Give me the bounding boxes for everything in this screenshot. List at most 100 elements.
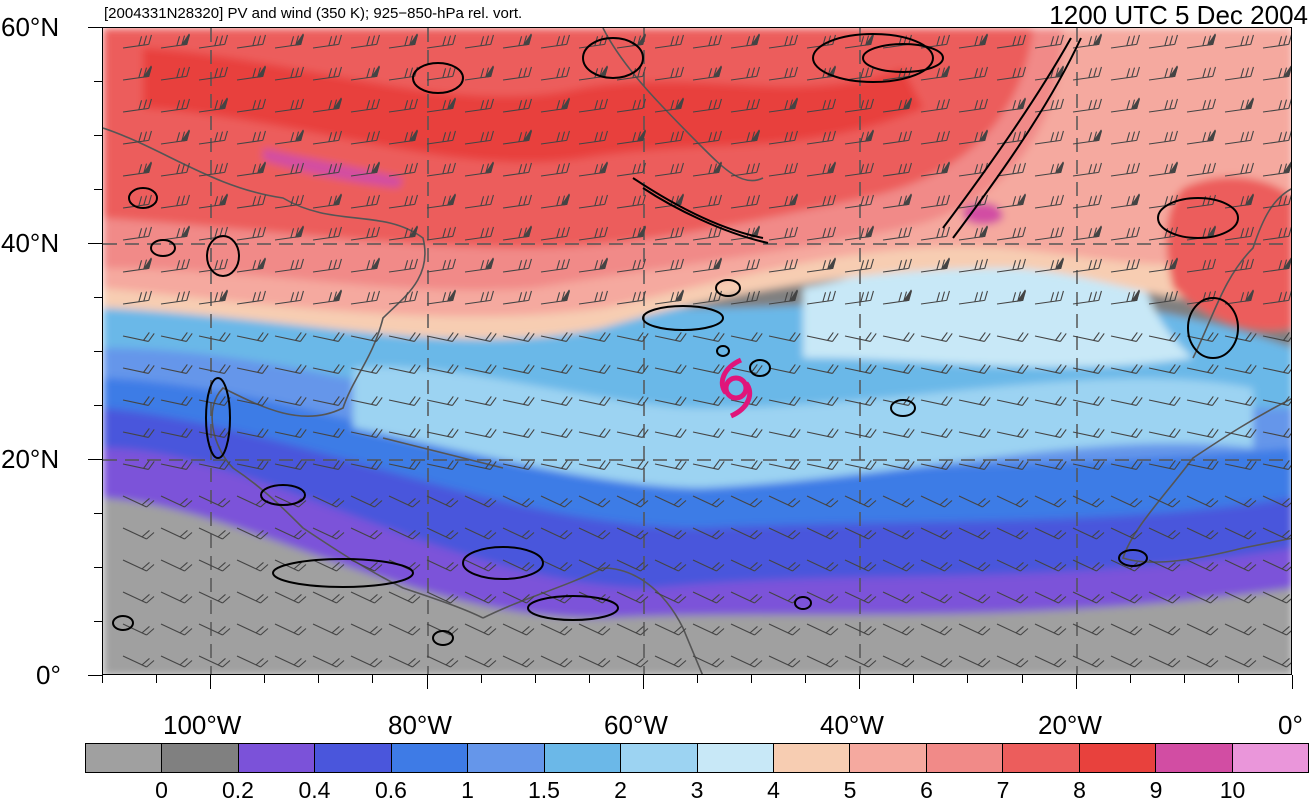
lon-tick-mark xyxy=(1129,675,1131,683)
wind-barb xyxy=(464,194,494,209)
lon-tick-mark xyxy=(318,675,320,683)
wind-barb xyxy=(958,33,988,49)
wind-barb xyxy=(730,332,763,342)
lon-label-60w: 60°W xyxy=(604,710,668,740)
wind-barb xyxy=(236,194,266,209)
lat-tick-mark xyxy=(88,243,102,244)
wind-barb xyxy=(1262,257,1291,273)
wind-barb xyxy=(730,428,763,438)
wind-barb xyxy=(540,364,573,374)
pv-map xyxy=(103,28,1291,674)
colorbar-tick-label: 10 xyxy=(1219,777,1246,803)
wind-barb xyxy=(540,396,573,406)
wind-barb xyxy=(388,428,421,438)
south-america-coast xyxy=(482,567,704,674)
pv-band-grey-light xyxy=(103,468,1291,674)
wind-barb xyxy=(1110,591,1143,604)
wind-barb xyxy=(236,460,269,470)
wind-barb xyxy=(274,623,307,636)
vort-contour-18 xyxy=(527,595,619,621)
wind-barb xyxy=(160,98,190,113)
wind-barb xyxy=(654,591,687,604)
lat-tick-mark xyxy=(94,567,102,568)
wind-barb xyxy=(198,527,231,540)
wind-barb xyxy=(274,258,304,273)
wind-barb xyxy=(1262,226,1291,241)
wind-barb xyxy=(1186,428,1219,438)
wind-barb xyxy=(844,460,877,470)
wind-barb xyxy=(730,460,763,470)
lat-tick-mark xyxy=(94,81,102,82)
lon-tick-mark xyxy=(1075,675,1077,689)
wind-barb xyxy=(958,559,991,572)
wind-barb xyxy=(920,396,953,406)
wind-barb xyxy=(806,655,839,668)
wind-barb xyxy=(502,258,532,273)
wind-barb xyxy=(1072,495,1105,508)
wind-barb xyxy=(388,460,421,470)
wind-barb xyxy=(274,225,304,241)
wind-barb xyxy=(540,66,570,81)
lat-label-60n: 60°N xyxy=(1,12,60,42)
wind-barb xyxy=(996,527,1029,540)
wind-barb xyxy=(578,428,611,438)
wind-barb xyxy=(692,559,725,572)
wind-barb xyxy=(502,129,532,145)
wind-barb xyxy=(654,332,687,342)
north-america-coast xyxy=(103,127,484,619)
wind-barb xyxy=(768,460,801,470)
wind-barb xyxy=(540,495,573,508)
wind-barb xyxy=(312,428,345,438)
wind-barb xyxy=(464,460,497,470)
wind-barb xyxy=(1224,258,1254,273)
wind-barb xyxy=(806,428,839,438)
colorbar-swatch xyxy=(86,744,163,772)
wind-barb xyxy=(616,495,649,508)
wind-barb xyxy=(350,65,380,81)
wind-barb xyxy=(920,591,953,604)
wind-barb xyxy=(312,527,345,540)
wind-barb xyxy=(578,460,611,470)
wind-barb xyxy=(122,495,155,508)
wind-barb xyxy=(996,258,1026,273)
wind-barb xyxy=(1072,162,1102,177)
wind-barb xyxy=(730,290,760,305)
colorbar-tick-label: 6 xyxy=(920,777,933,803)
wind-barb xyxy=(616,428,649,438)
lon-tick-mark xyxy=(588,675,590,683)
wind-barb xyxy=(1224,655,1257,668)
wind-barb xyxy=(654,655,687,668)
wind-barb xyxy=(1262,559,1291,572)
wind-barb xyxy=(1072,66,1102,81)
wind-barb xyxy=(388,495,421,508)
wind-barb xyxy=(844,162,874,177)
wind-barb xyxy=(426,66,456,81)
wind-barb xyxy=(1186,258,1216,273)
wind-barb xyxy=(160,364,193,374)
wind-barb xyxy=(578,257,608,273)
wind-barb xyxy=(312,460,345,470)
lon-tick-mark xyxy=(1237,675,1239,683)
wind-barb xyxy=(198,332,231,342)
wind-barb xyxy=(768,66,798,81)
valid-time-label: 1200 UTC 5 Dec 2004 xyxy=(1049,0,1308,30)
wind-barb xyxy=(844,559,877,572)
wind-barb xyxy=(882,130,912,145)
wind-barb xyxy=(350,591,383,604)
wind-barb xyxy=(578,396,611,406)
wind-barb xyxy=(882,97,912,113)
vort-contour-21 xyxy=(715,279,741,297)
wind-barb xyxy=(1072,225,1102,241)
colorbar-tick-label: 4 xyxy=(767,777,780,803)
wind-barb xyxy=(1186,655,1219,668)
wind-barb xyxy=(958,655,991,668)
wind-barb xyxy=(958,623,991,636)
wind-barb xyxy=(274,527,307,540)
wind-barb xyxy=(198,34,228,49)
wind-barb xyxy=(426,226,456,241)
lon-tick-mark xyxy=(859,675,861,689)
wind-barb xyxy=(312,332,345,342)
wind-barb xyxy=(616,225,646,241)
vort-contour-4 xyxy=(862,43,944,73)
wind-barb xyxy=(464,655,497,668)
